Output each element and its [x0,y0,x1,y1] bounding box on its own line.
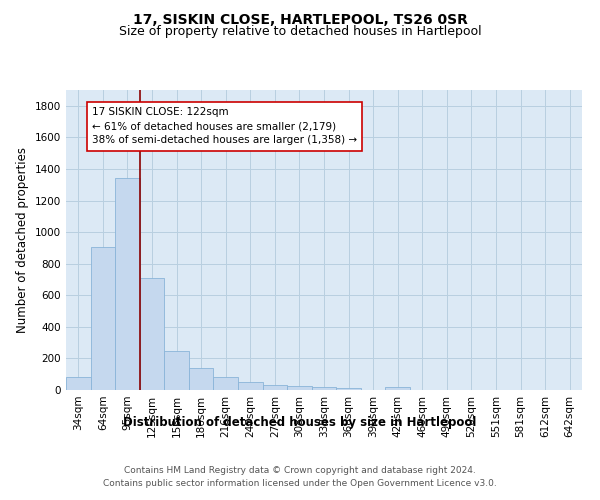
Text: Size of property relative to detached houses in Hartlepool: Size of property relative to detached ho… [119,25,481,38]
Bar [336,388,361,390]
Bar [164,351,189,390]
Bar [385,387,410,390]
Text: 17 SISKIN CLOSE: 122sqm
← 61% of detached houses are smaller (2,179)
38% of semi: 17 SISKIN CLOSE: 122sqm ← 61% of detache… [92,108,357,146]
Text: Contains HM Land Registry data © Crown copyright and database right 2024.
Contai: Contains HM Land Registry data © Crown c… [103,466,497,487]
Bar [238,382,263,390]
Text: 17, SISKIN CLOSE, HARTLEPOOL, TS26 0SR: 17, SISKIN CLOSE, HARTLEPOOL, TS26 0SR [133,12,467,26]
Y-axis label: Number of detached properties: Number of detached properties [16,147,29,333]
Bar [115,178,140,390]
Bar [91,247,115,390]
Bar [66,377,91,390]
Text: Distribution of detached houses by size in Hartlepool: Distribution of detached houses by size … [124,416,476,429]
Bar [140,278,164,390]
Bar [189,368,214,390]
Bar [287,386,312,390]
Bar [312,387,336,390]
Bar [214,378,238,390]
Bar [263,386,287,390]
